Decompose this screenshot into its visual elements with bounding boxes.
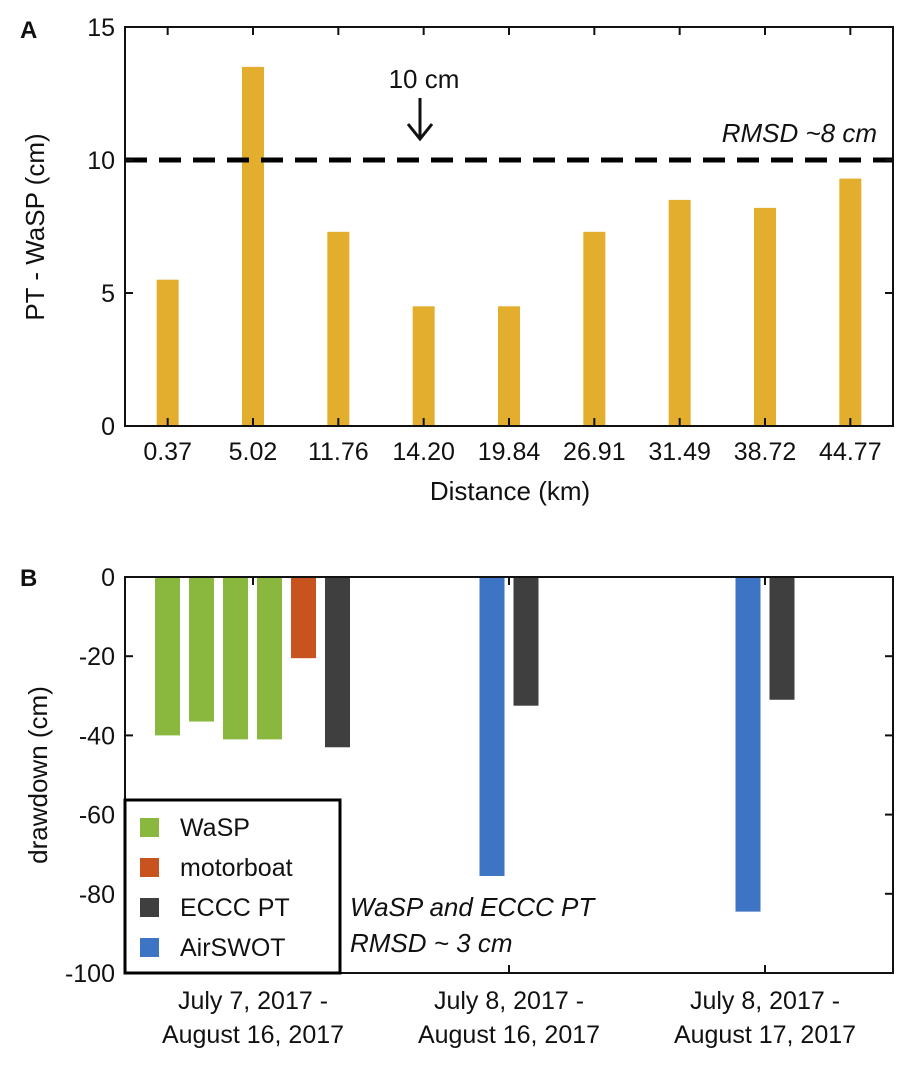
legend-swatch-wasp xyxy=(140,818,159,837)
panel-a-letter: A xyxy=(20,17,37,44)
panel-a-rmsd-label: RMSD ~8 cm xyxy=(722,118,877,148)
panel-b-bar-wasp xyxy=(155,577,180,736)
panel-a-xtick-label: 19.84 xyxy=(478,438,541,466)
panel-b-xtick-label: July 8, 2017 - xyxy=(434,987,584,1015)
panel-b-bars xyxy=(155,577,795,912)
panel-b-bar-airswot xyxy=(735,577,761,912)
panel-b-x-ticks: July 7, 2017 - August 16, 2017 July 8, 201… xyxy=(162,577,856,1049)
panel-b-legend: WaSP motorboat ECCC PT AirSWOT xyxy=(123,798,342,975)
panel-b-bar-wasp xyxy=(223,577,248,740)
panel-a-bar-14.20 xyxy=(412,306,435,426)
panel-a-xtick-label: 5.02 xyxy=(229,438,278,466)
panel-a-ytick-label: 0 xyxy=(101,413,115,441)
panel-a-chart: A 0 5 10 15 0.37 5.02 11.76 14.20 19.84 26.91 31.… xyxy=(20,14,894,506)
panel-b-annotation-line-2: RMSD ~ 3 cm xyxy=(350,928,513,958)
panel-a-xtick-label: 31.49 xyxy=(648,438,711,466)
legend-swatch-eccc-pt xyxy=(140,898,159,917)
panel-a-xtick-label: 0.37 xyxy=(143,438,192,466)
panel-a-y-ticks: 0 5 10 15 xyxy=(87,14,893,441)
panel-a-bar-31.49 xyxy=(668,199,691,426)
panel-a-xtick-label: 11.76 xyxy=(308,438,369,466)
panel-a-ytick-label: 5 xyxy=(101,280,115,308)
panel-b-xtick-label: August 16, 2017 xyxy=(162,1021,344,1049)
panel-b-chart: B 0 -20 -40 -60 -80 -100 July 7, 2017 - August… xyxy=(20,564,894,1049)
panel-b-bar-wasp xyxy=(257,577,282,740)
panel-b-annotation-line-1: WaSP and ECCC PT xyxy=(350,892,596,922)
panel-a-bar-44.77 xyxy=(839,178,862,426)
panel-b-y-axis-title: drawdown (cm) xyxy=(23,686,53,864)
panel-a-xtick-label: 38.72 xyxy=(734,438,797,466)
panel-b-xtick-label: August 17, 2017 xyxy=(674,1021,856,1049)
legend-label-motorboat: motorboat xyxy=(180,854,293,882)
panel-b-xtick-label: July 7, 2017 - xyxy=(178,987,328,1015)
panel-a-xtick-label: 14.20 xyxy=(392,438,455,466)
panel-a-x-axis-title: Distance (km) xyxy=(430,476,590,506)
panel-a-x-ticks: 0.37 5.02 11.76 14.20 19.84 26.91 31.49 38.72 44… xyxy=(143,27,882,466)
panel-b-ytick-label: -60 xyxy=(79,802,115,830)
panel-a-bar-19.84 xyxy=(498,306,520,426)
panel-b-ytick-label: -20 xyxy=(79,643,115,671)
panel-b-y-ticks: 0 -20 -40 -60 -80 -100 xyxy=(65,564,893,988)
panel-b-bar-eccc-pt xyxy=(769,577,795,700)
panel-b-bar-motorboat xyxy=(291,577,316,659)
panel-b-ytick-label: -80 xyxy=(79,881,115,909)
panel-b-xtick-label: July 8, 2017 - xyxy=(690,987,840,1015)
panel-b-bar-airswot xyxy=(479,577,505,876)
legend-label-eccc-pt: ECCC PT xyxy=(180,894,290,922)
legend-label-airswot: AirSWOT xyxy=(180,934,286,962)
panel-a-10cm-label: 10 cm xyxy=(389,64,460,94)
panel-b-ytick-label: 0 xyxy=(101,564,115,592)
panel-a-bar-38.72 xyxy=(754,207,776,426)
panel-b-bar-wasp xyxy=(189,577,214,722)
legend-swatch-motorboat xyxy=(140,858,159,877)
panel-b-bar-eccc-pt xyxy=(513,577,539,706)
panel-b-legend-box xyxy=(123,798,342,975)
panel-a-bar-5.02 xyxy=(242,66,264,427)
panel-a-bar-11.76 xyxy=(327,231,350,426)
legend-label-wasp: WaSP xyxy=(180,814,250,842)
panel-b-letter: B xyxy=(20,565,37,592)
down-arrow-icon xyxy=(406,98,434,142)
panel-a-bar-26.91 xyxy=(583,231,606,426)
panel-b-xtick-label: August 16, 2017 xyxy=(418,1021,600,1049)
panel-a-ytick-label: 10 xyxy=(87,147,115,175)
panel-a-xtick-label: 26.91 xyxy=(563,438,626,466)
panel-a-ytick-label: 15 xyxy=(87,14,115,42)
panel-a-y-axis-title: PT - WaSP (cm) xyxy=(20,133,50,320)
panel-a-bars xyxy=(156,66,862,427)
panel-b-ytick-label: -100 xyxy=(65,960,115,988)
panel-a-xtick-label: 44.77 xyxy=(819,438,882,466)
panel-b-bar-eccc-pt xyxy=(325,577,350,748)
legend-swatch-airswot xyxy=(140,938,159,957)
panel-a-bar-0.37 xyxy=(156,279,179,426)
panel-b-ytick-label: -40 xyxy=(79,722,115,750)
